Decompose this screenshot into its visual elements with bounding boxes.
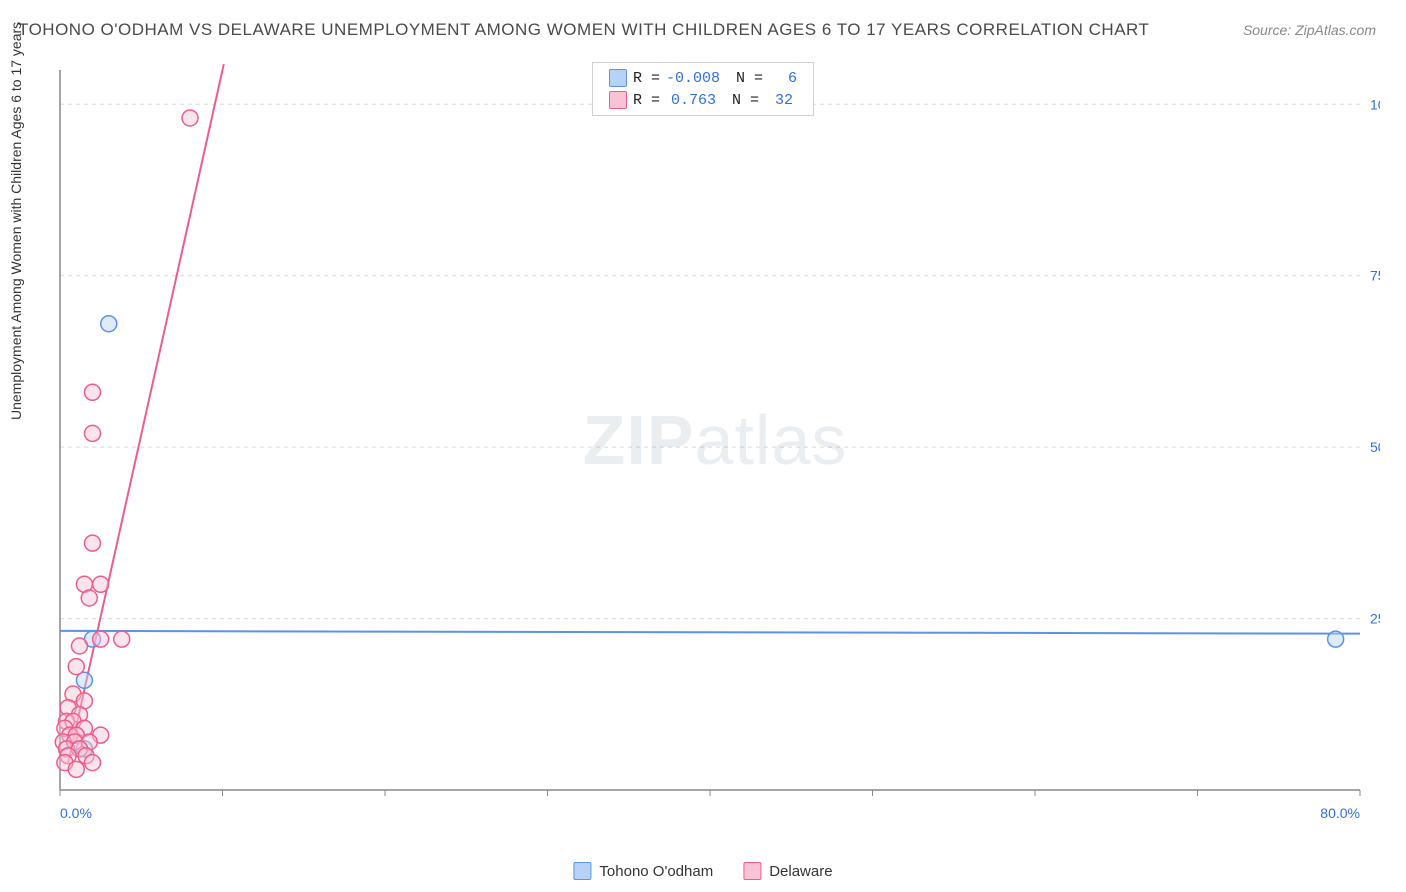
legend-item-label-1: Tohono O'odham (599, 863, 713, 880)
legend-item-1: Tohono O'odham (573, 862, 713, 880)
svg-text:80.0%: 80.0% (1320, 805, 1360, 820)
series-legend: Tohono O'odham Delaware (573, 862, 832, 880)
chart-header: TOHONO O'ODHAM VS DELAWARE UNEMPLOYMENT … (0, 20, 1406, 40)
grid-layer (60, 104, 1360, 618)
legend-swatch-2 (609, 91, 627, 109)
x-tick-labels: 0.0% 80.0% (60, 805, 1360, 820)
legend-r-value-2: 0.763 (666, 92, 716, 109)
chart-title: TOHONO O'ODHAM VS DELAWARE UNEMPLOYMENT … (0, 20, 1149, 40)
legend-row-2: R = 0.763 N = 32 (609, 91, 797, 109)
legend-r-label-2: R = (633, 92, 660, 109)
legend-n-label-2: N = (732, 92, 759, 109)
legend-item-swatch-1 (573, 862, 591, 880)
legend-n-value-2: 32 (765, 92, 793, 109)
legend-n-value-1: 6 (769, 70, 797, 87)
legend-item-label-2: Delaware (769, 863, 832, 880)
trend-lines (60, 60, 1360, 763)
legend-item-swatch-2 (743, 862, 761, 880)
axis-layer (60, 70, 1360, 796)
data-points (55, 110, 1343, 777)
legend-row-1: R = -0.008 N = 6 (609, 69, 797, 87)
svg-text:0.0%: 0.0% (60, 805, 92, 820)
correlation-legend: R = -0.008 N = 6 R = 0.763 N = 32 (592, 62, 814, 116)
svg-text:75.0%: 75.0% (1370, 268, 1380, 284)
legend-n-label-1: N = (736, 70, 763, 87)
chart-area: 25.0%50.0%75.0%100.0% 0.0%80.0% ZIPatlas (50, 60, 1380, 820)
legend-item-2: Delaware (743, 862, 832, 880)
legend-r-label-1: R = (633, 70, 660, 87)
source-attribution: Source: ZipAtlas.com (1243, 22, 1376, 38)
y-axis-label: Unemployment Among Women with Children A… (8, 22, 24, 420)
svg-text:25.0%: 25.0% (1370, 611, 1380, 627)
legend-swatch-1 (609, 69, 627, 87)
scatter-plot: 25.0% 50.0% 75.0% 100.0% 0.0% 80.0% (50, 60, 1380, 820)
y-tick-labels: 25.0% 50.0% 75.0% 100.0% (1370, 96, 1380, 626)
svg-text:100.0%: 100.0% (1370, 96, 1380, 112)
legend-r-value-1: -0.008 (666, 70, 720, 87)
svg-text:50.0%: 50.0% (1370, 439, 1380, 455)
